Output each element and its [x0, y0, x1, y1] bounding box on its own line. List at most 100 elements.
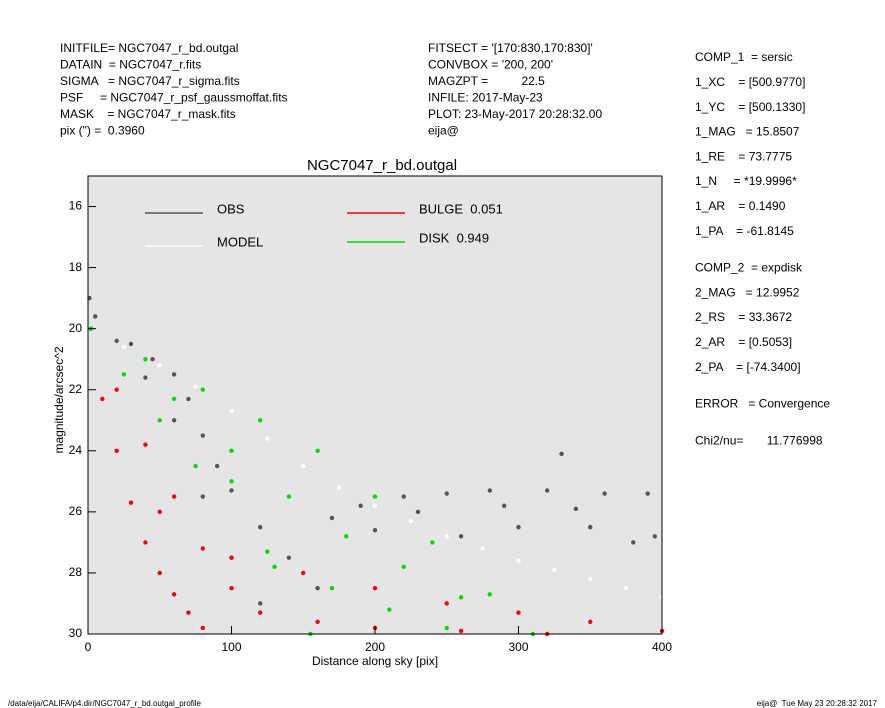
data-point [171, 494, 177, 499]
data-point [552, 567, 557, 573]
data-point [258, 610, 263, 615]
data-point [229, 479, 234, 484]
data-point [444, 601, 449, 606]
data-point [458, 628, 464, 634]
data-point [229, 586, 234, 591]
data-point [401, 494, 406, 499]
data-point [258, 524, 263, 530]
data-point [100, 396, 105, 402]
data-point [372, 503, 378, 508]
data-point [157, 418, 162, 423]
data-point [200, 494, 205, 499]
fit-parameter: ERROR = Convergence [695, 397, 830, 411]
data-point [200, 387, 205, 392]
data-point [92, 314, 98, 319]
data-point [157, 363, 162, 368]
fit-parameter: 2_AR = [0.5053] [695, 335, 792, 349]
x-tick-label: 0 [85, 640, 92, 654]
data-point [301, 570, 306, 576]
fit-parameter: 2_RS = 33.3672 [695, 310, 792, 324]
header-line: eija@ [428, 124, 459, 138]
data-point [171, 396, 177, 402]
y-tick-label: 30 [69, 626, 83, 640]
data-point [157, 570, 162, 576]
data-point [588, 619, 593, 624]
y-tick-label: 28 [69, 565, 83, 579]
data-point [430, 540, 435, 545]
data-point [143, 540, 148, 545]
data-point [265, 549, 270, 554]
data-point [265, 436, 270, 441]
data-point [229, 488, 234, 493]
data-point [487, 488, 492, 493]
data-point [193, 463, 198, 469]
header-line: FITSECT = '[170:830,170:830]' [428, 41, 593, 55]
data-point [229, 408, 234, 414]
data-point [401, 564, 406, 570]
footer-path: /data/eija/CALIFA/p4.dir/NGC7047_r_bd.ou… [8, 699, 202, 708]
data-point [329, 586, 335, 591]
fit-parameter: 1_PA = -61.8145 [695, 224, 794, 238]
data-point [344, 534, 349, 539]
data-point [358, 503, 363, 508]
data-point [387, 607, 392, 612]
data-point [588, 524, 593, 530]
data-point [315, 586, 320, 591]
data-point [573, 506, 579, 512]
fit-parameter: 1_AR = 0.1490 [695, 199, 786, 213]
header-line: MASK = NGC7047_r_mask.fits [60, 107, 236, 121]
plot-area [88, 176, 662, 634]
data-point [157, 509, 162, 515]
data-point [516, 558, 521, 563]
header-line: CONVBOX = '200, 200' [428, 58, 553, 72]
fit-parameter: COMP_2 = expdisk [695, 261, 803, 275]
data-point [545, 488, 550, 493]
y-tick-label: 18 [69, 260, 83, 274]
y-tick-label: 26 [69, 504, 83, 518]
data-point [516, 610, 521, 615]
data-point [193, 384, 198, 389]
fit-parameter: 1_RE = 73.7775 [695, 149, 792, 163]
data-point [444, 491, 449, 496]
data-point [200, 625, 205, 631]
data-point [286, 555, 292, 560]
data-point [186, 396, 191, 402]
y-tick-label: 22 [69, 382, 83, 396]
header-line: pix (") = 0.3960 [60, 124, 145, 138]
header-line: INITFILE= NGC7047_r_bd.outgal [60, 41, 238, 55]
data-point [631, 540, 636, 545]
fit-parameter: 1_YC = [500.1330] [695, 100, 805, 114]
data-point [229, 448, 234, 453]
data-point [258, 418, 263, 423]
header-line: MAGZPT = 22.5 [428, 74, 545, 88]
data-point [372, 586, 378, 591]
data-point [372, 527, 378, 533]
legend-label: DISK 0.949 [419, 230, 489, 245]
data-point [516, 524, 521, 530]
chart-title: NGC7047_r_bd.outgal [307, 157, 457, 174]
data-point [652, 534, 658, 539]
data-point [114, 338, 119, 344]
data-point [458, 534, 464, 539]
data-point [623, 586, 629, 591]
x-axis-label: Distance along sky [pix] [312, 654, 438, 668]
data-point [315, 619, 320, 624]
header-line: PLOT: 23-May-2017 20:28:32.00 [428, 107, 602, 121]
data-point [171, 372, 177, 377]
fit-parameter: 2_MAG = 12.9952 [695, 285, 800, 299]
data-point [408, 518, 414, 524]
fit-parameter: COMP_1 = sersic [695, 50, 793, 64]
data-point [114, 448, 119, 453]
data-point [286, 494, 292, 499]
data-point [444, 534, 449, 539]
data-point [143, 375, 148, 380]
y-tick-label: 16 [69, 199, 83, 213]
data-point [200, 546, 205, 551]
fit-parameter: Chi2/nu= 11.776998 [695, 433, 823, 447]
fit-parameter: 1_N = *19.9996* [695, 174, 797, 188]
x-tick-label: 200 [365, 640, 385, 654]
data-point [272, 564, 277, 570]
data-point [415, 509, 421, 515]
data-point [602, 491, 607, 496]
